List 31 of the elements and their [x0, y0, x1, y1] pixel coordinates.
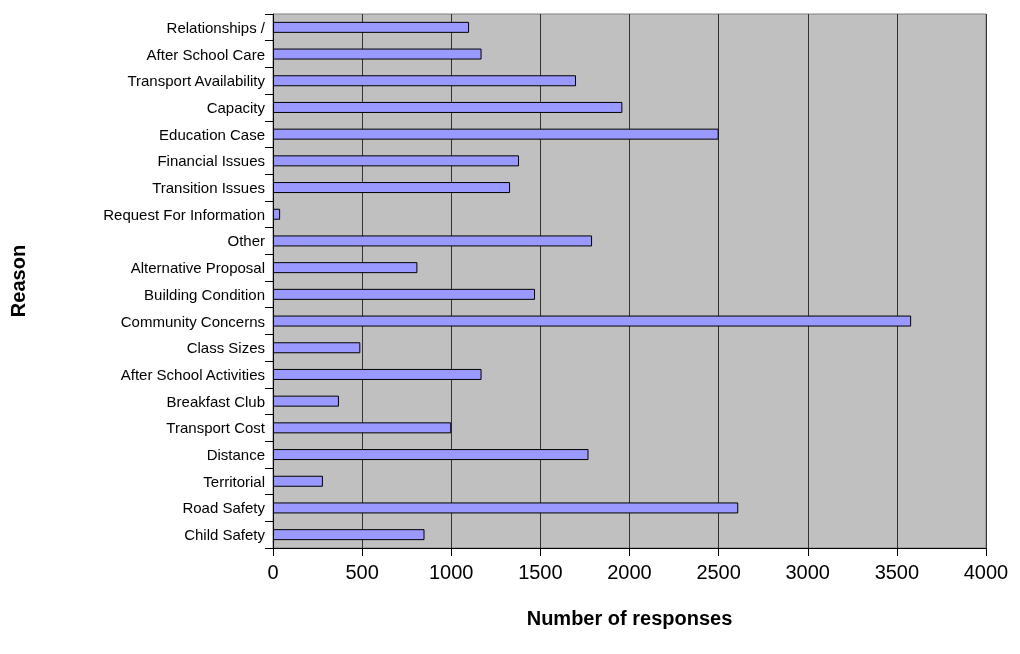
y-tick-label: Capacity: [206, 98, 266, 116]
y-tick-label: After School Activities: [120, 365, 265, 383]
y-tick-label: Transport Availability: [127, 72, 266, 90]
y-tick-label: Distance: [206, 446, 265, 464]
x-tick-label: 2000: [607, 561, 652, 583]
y-tick-label: Breakfast Club: [166, 392, 265, 410]
y-tick-label: Transport Cost: [166, 419, 266, 437]
x-axis-title: Number of responses: [526, 607, 733, 629]
y-tick-label: Financial Issues: [157, 152, 265, 170]
y-tick-label: Building Condition: [144, 285, 265, 303]
x-tick-label: 3000: [785, 561, 830, 583]
y-axis-title: Reason: [7, 244, 29, 318]
y-tick-label: Other: [227, 232, 265, 250]
y-tick-label: Child Safety: [184, 526, 266, 544]
y-tick-label: Transition Issues: [152, 179, 265, 197]
y-tick-label: Territorial: [203, 472, 265, 490]
x-tick-label: 4000: [963, 561, 1009, 583]
x-tick-label: 3500: [874, 561, 920, 583]
y-tick-label: Alternative Proposal: [130, 259, 265, 277]
y-tick-label: Class Sizes: [186, 339, 265, 357]
y-tick-label: Road Safety: [182, 499, 266, 517]
y-tick-label: Education Case: [159, 125, 265, 143]
x-tick-label: 0: [267, 561, 279, 583]
y-tick-label: Relationships /: [166, 18, 266, 36]
x-tick-label: 1500: [518, 561, 563, 583]
y-tick-label: Request For Information: [103, 205, 265, 223]
x-tick-label: 1000: [429, 561, 474, 583]
y-tick-label: After School Care: [146, 45, 265, 63]
x-tick-label: 500: [345, 561, 379, 583]
y-tick-label: Community Concerns: [120, 312, 265, 330]
x-tick-label: 2500: [696, 561, 741, 583]
